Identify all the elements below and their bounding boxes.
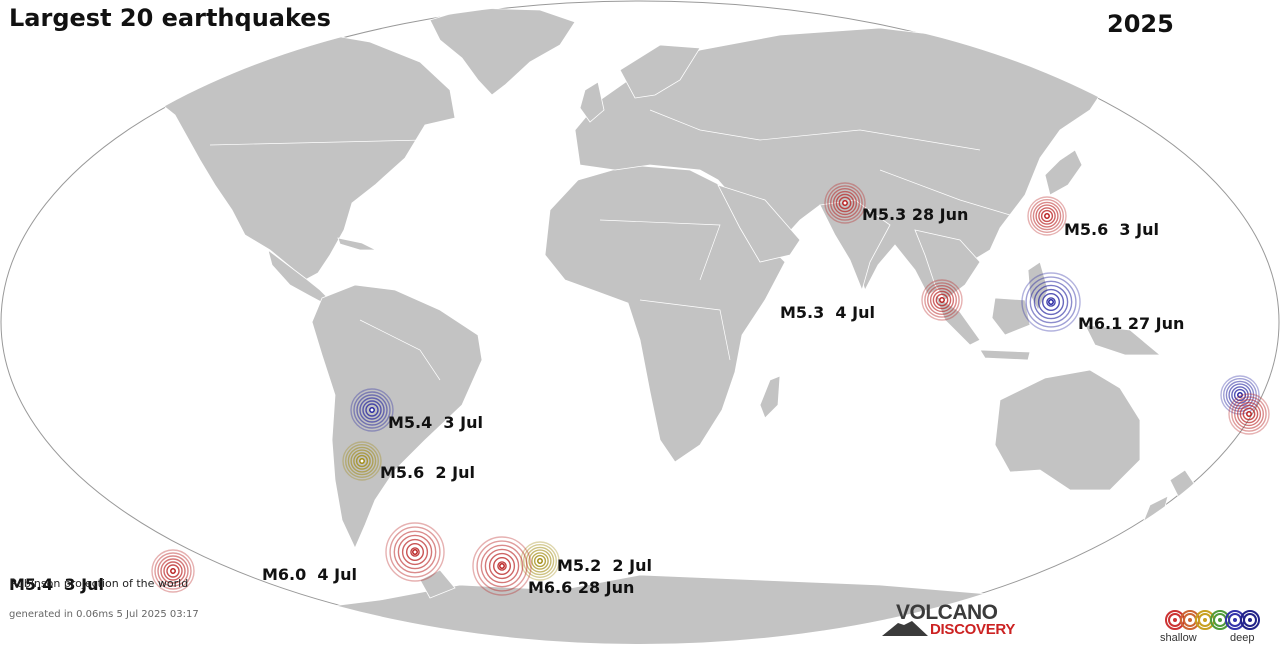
earthquake-label: M5.6 2 Jul — [380, 463, 475, 482]
depth-legend: shallow deep — [1160, 609, 1270, 647]
earthquake-markers — [151, 182, 1270, 596]
map-title: Largest 20 earthquakes — [9, 4, 331, 32]
java — [979, 349, 1031, 361]
generated-timestamp: generated in 0.06ms 5 Jul 2025 03:17 — [9, 609, 199, 620]
legend-ring — [1243, 613, 1257, 627]
madagascar — [759, 375, 781, 419]
earthquake-marker[interactable] — [1220, 375, 1260, 415]
earthquake-label: M5.6 3 Jul — [1064, 220, 1159, 239]
earthquake-marker[interactable] — [385, 522, 445, 582]
year-label: 2025 — [1107, 10, 1174, 38]
earthquake-marker[interactable] — [824, 182, 866, 224]
legend-dot — [1173, 618, 1177, 622]
cuba — [337, 237, 377, 251]
legend-shallow-label: shallow — [1160, 632, 1197, 644]
north-america — [127, 29, 456, 281]
legend-dot — [1188, 618, 1192, 622]
antarctic-peninsula — [419, 569, 456, 599]
earthquake-label: M5.4 3 Jul — [388, 413, 483, 432]
british-isles — [579, 81, 605, 123]
earthquake-marker[interactable] — [1021, 272, 1081, 332]
earthquake-marker[interactable] — [350, 388, 394, 432]
earthquake-marker[interactable] — [342, 441, 382, 481]
antarctica — [99, 574, 1261, 644]
landmasses — [99, 7, 1261, 644]
japan — [1044, 149, 1083, 196]
greenland — [429, 7, 576, 96]
logo-text-volcano: VOLCANO — [896, 601, 998, 624]
indochina — [914, 229, 981, 301]
earthquake-label: M5.4 3 Jul — [9, 575, 104, 594]
earthquake-marker[interactable] — [1228, 393, 1270, 435]
new-guinea — [1084, 324, 1162, 356]
earthquake-label: M6.0 4 Jul — [262, 565, 357, 584]
earthquake-marker[interactable] — [520, 541, 560, 581]
indian-subcontinent — [819, 199, 891, 292]
logo-text-discovery: DISCOVERY — [930, 621, 1016, 638]
legend-dot — [1233, 618, 1237, 622]
borders — [209, 109, 1011, 381]
earthquake-marker[interactable] — [1027, 196, 1067, 236]
earthquake-label: M5.3 4 Jul — [780, 303, 875, 322]
depth-legend-rings — [1165, 610, 1260, 630]
earthquake-label: M6.6 28 Jun — [528, 578, 635, 597]
legend-dot — [1203, 618, 1207, 622]
legend-dot — [1248, 618, 1252, 622]
projection-note: Robinson projection of the world — [10, 577, 189, 590]
arabian-peninsula — [717, 184, 801, 263]
earthquake-marker[interactable] — [472, 536, 532, 596]
legend-dot — [1218, 618, 1222, 622]
volcano-icon — [882, 621, 928, 636]
volcanodiscovery-logo[interactable]: VOLCANO DISCOVERY — [882, 601, 1032, 639]
earthquake-label: M6.1 27 Jun — [1078, 314, 1185, 333]
earthquake-marker[interactable] — [921, 279, 963, 321]
australia — [994, 369, 1141, 491]
borneo — [991, 297, 1031, 336]
legend-ring — [1240, 610, 1260, 630]
scandinavia — [619, 44, 701, 99]
south-america — [311, 284, 483, 549]
earthquake-label: M5.2 2 Jul — [557, 556, 652, 575]
earthquake-marker[interactable] — [151, 549, 195, 593]
earthquake-label: M5.3 28 Jun — [862, 205, 969, 224]
legend-deep-label: deep — [1230, 632, 1255, 644]
